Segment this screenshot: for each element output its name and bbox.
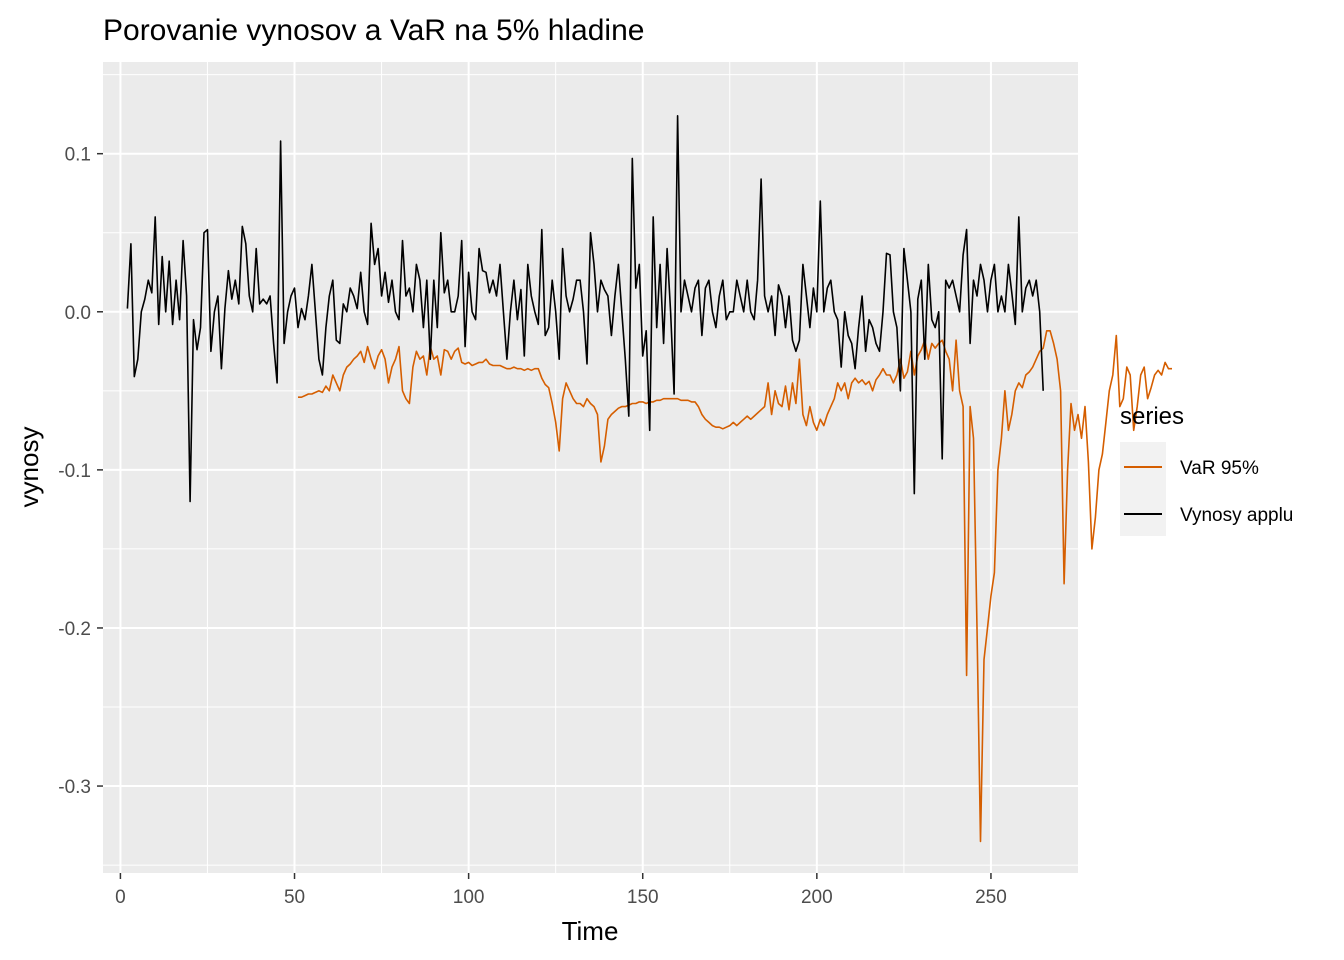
y-tick-label: -0.2 (58, 619, 91, 640)
legend-label-vynosy: Vynosy applu (1180, 505, 1293, 526)
y-tick-label: 0.0 (65, 303, 91, 324)
x-tick-label: 50 (284, 887, 305, 908)
legend: series VaR 95% Vynosy applu (1120, 403, 1293, 536)
y-axis-title: vynosy (14, 427, 44, 508)
y-tick-label: -0.3 (58, 777, 91, 798)
x-axis-title: Time (562, 916, 619, 946)
y-tick-label: -0.1 (58, 461, 91, 482)
legend-label-var: VaR 95% (1180, 458, 1259, 479)
chart-title: Porovanie vynosov a VaR na 5% hladine (103, 14, 644, 47)
x-tick-label: 200 (801, 887, 833, 908)
series-line-vynosy (126, 115, 1044, 503)
y-tick-label: 0.1 (65, 145, 91, 166)
legend-title: series (1120, 403, 1184, 430)
x-tick-label: 250 (975, 887, 1007, 908)
plot-panel (103, 62, 1078, 873)
series-line-var (298, 329, 1172, 843)
x-tick-label: 100 (453, 887, 485, 908)
series-layer (126, 115, 1172, 843)
y-axis: -0.3 -0.2 -0.1 0.0 0.1 (58, 145, 103, 798)
legend-key-background (1120, 442, 1166, 536)
x-tick-label: 0 (115, 887, 126, 908)
x-tick-label: 150 (627, 887, 659, 908)
major-gridlines (103, 62, 1078, 873)
x-axis: 0 50 100 150 200 250 (115, 873, 1007, 908)
